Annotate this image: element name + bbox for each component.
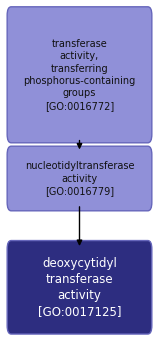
Text: deoxycytidyl
transferase
activity
[GO:0017125]: deoxycytidyl transferase activity [GO:00…: [38, 257, 121, 318]
FancyBboxPatch shape: [7, 146, 152, 211]
FancyBboxPatch shape: [7, 241, 152, 334]
Text: nucleotidyltransferase
activity
[GO:0016779]: nucleotidyltransferase activity [GO:0016…: [25, 161, 134, 196]
FancyBboxPatch shape: [7, 7, 152, 143]
Text: transferase
activity,
transferring
phosphorus-containing
groups
[GO:0016772]: transferase activity, transferring phosp…: [23, 39, 136, 111]
